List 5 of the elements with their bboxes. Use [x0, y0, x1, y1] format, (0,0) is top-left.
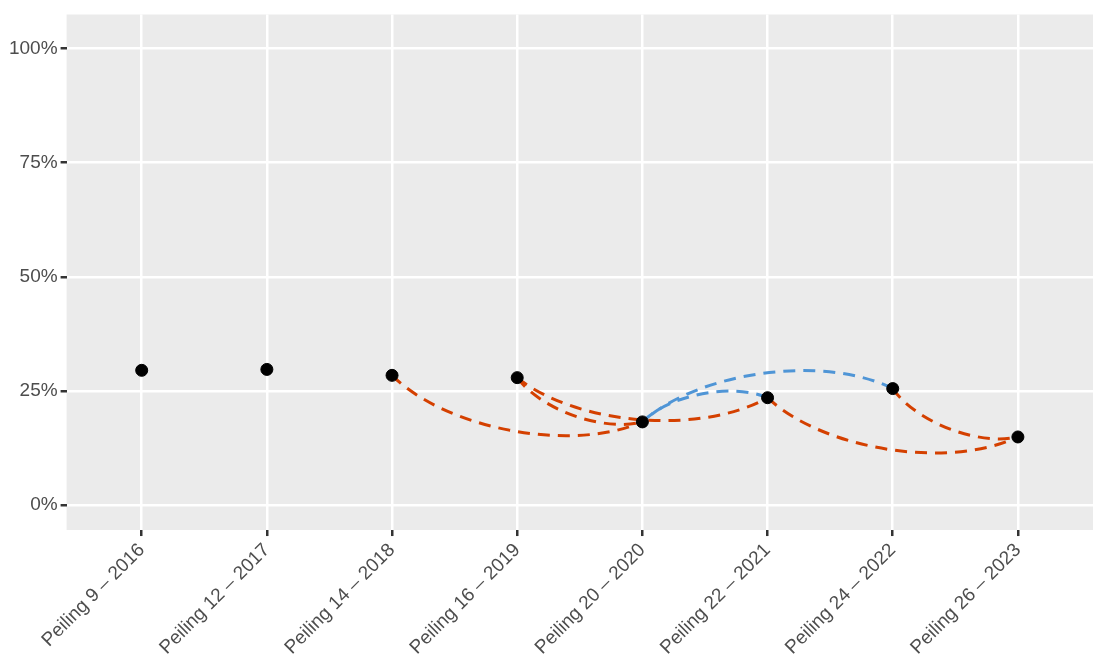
y-tick-label: 25%: [19, 379, 58, 401]
y-tick-label: 0%: [30, 493, 58, 515]
y-tick-label: 100%: [8, 36, 58, 58]
y-tick-label: 50%: [19, 265, 58, 287]
y-tick-label: 75%: [19, 150, 58, 172]
